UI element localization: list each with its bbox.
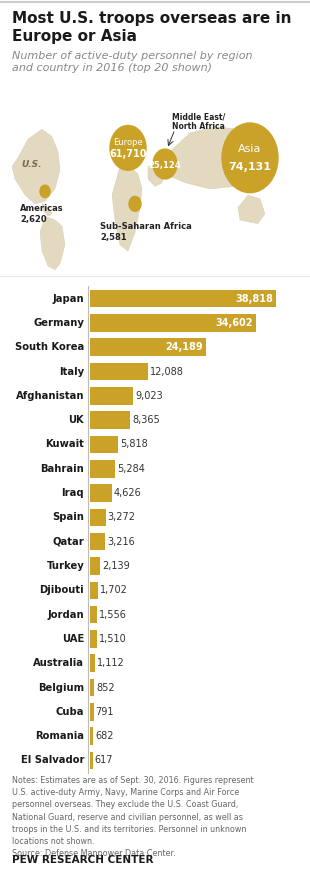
Text: UK: UK <box>69 415 84 425</box>
Bar <box>90 679 94 696</box>
Text: 38,818: 38,818 <box>236 293 274 304</box>
Text: Number of active-duty personnel by region
and country in 2016 (top 20 shown): Number of active-duty personnel by regio… <box>12 51 253 74</box>
Bar <box>90 557 100 575</box>
Text: 24,189: 24,189 <box>166 343 203 352</box>
Text: 852: 852 <box>96 682 114 693</box>
Bar <box>90 290 277 307</box>
Text: Bahrain: Bahrain <box>40 463 84 474</box>
Text: Asia: Asia <box>238 145 262 154</box>
Text: Japan: Japan <box>53 293 84 304</box>
Bar <box>90 727 93 745</box>
Text: 1,510: 1,510 <box>99 634 127 644</box>
Text: Spain: Spain <box>52 512 84 522</box>
Circle shape <box>222 123 278 193</box>
Bar <box>90 630 97 647</box>
Bar <box>90 654 95 672</box>
Text: Iraq: Iraq <box>62 488 84 498</box>
Bar <box>90 363 148 380</box>
Text: 2,139: 2,139 <box>102 561 130 571</box>
Polygon shape <box>238 195 265 223</box>
Polygon shape <box>155 127 260 189</box>
Polygon shape <box>42 204 52 216</box>
Text: Germany: Germany <box>33 318 84 328</box>
Text: 61,710: 61,710 <box>109 149 147 159</box>
Bar <box>90 460 115 477</box>
Bar <box>90 435 118 453</box>
Circle shape <box>153 149 177 179</box>
Text: 34,602: 34,602 <box>216 318 253 328</box>
Text: El Salvador: El Salvador <box>21 755 84 766</box>
Text: Afghanistan: Afghanistan <box>16 391 84 401</box>
Text: 5,818: 5,818 <box>120 440 148 449</box>
Text: 25,124: 25,124 <box>149 161 181 170</box>
Text: Turkey: Turkey <box>46 561 84 571</box>
Bar <box>90 606 97 624</box>
Text: 9,023: 9,023 <box>135 391 163 401</box>
Polygon shape <box>40 216 65 270</box>
Text: Sub-Saharan Africa
2,581: Sub-Saharan Africa 2,581 <box>100 223 192 243</box>
Bar <box>90 484 112 502</box>
Bar <box>90 533 105 550</box>
Text: 682: 682 <box>95 731 113 741</box>
Bar <box>90 387 133 405</box>
Text: 3,216: 3,216 <box>107 537 135 547</box>
Polygon shape <box>148 164 165 187</box>
Text: 12,088: 12,088 <box>150 366 184 377</box>
Circle shape <box>129 196 141 211</box>
Text: South Korea: South Korea <box>15 343 84 352</box>
Text: Most U.S. troops overseas are in
Europe or Asia: Most U.S. troops overseas are in Europe … <box>12 11 292 44</box>
Bar <box>90 338 206 356</box>
Bar <box>90 582 98 599</box>
Bar <box>90 314 256 332</box>
Text: 617: 617 <box>95 755 113 766</box>
Bar <box>90 412 130 429</box>
Text: 8,365: 8,365 <box>132 415 160 425</box>
Polygon shape <box>115 137 145 166</box>
Text: Kuwait: Kuwait <box>45 440 84 449</box>
Polygon shape <box>12 130 60 204</box>
Text: UAE: UAE <box>62 634 84 644</box>
Text: 1,702: 1,702 <box>100 585 128 596</box>
Text: Italy: Italy <box>59 366 84 377</box>
Circle shape <box>110 125 146 170</box>
Text: North Africa: North Africa <box>172 123 225 131</box>
Text: 4,626: 4,626 <box>114 488 142 498</box>
Text: 1,556: 1,556 <box>99 610 127 619</box>
Text: 74,131: 74,131 <box>228 161 272 172</box>
Text: PEW RESEARCH CENTER: PEW RESEARCH CENTER <box>12 856 154 865</box>
Bar <box>90 752 93 769</box>
Text: U.S.: U.S. <box>22 159 42 168</box>
Bar <box>90 509 106 526</box>
Text: Romania: Romania <box>35 731 84 741</box>
Text: 1,112: 1,112 <box>97 658 125 668</box>
Text: Djibouti: Djibouti <box>40 585 84 596</box>
Text: Middle East/: Middle East/ <box>172 112 225 121</box>
Text: Americas
2,620: Americas 2,620 <box>20 204 64 224</box>
Text: Belgium: Belgium <box>38 682 84 693</box>
Text: 5,284: 5,284 <box>117 463 145 474</box>
Text: Australia: Australia <box>33 658 84 668</box>
Text: Jordan: Jordan <box>47 610 84 619</box>
Text: Notes: Estimates are as of Sept. 30, 2016. Figures represent
U.S. active-duty Ar: Notes: Estimates are as of Sept. 30, 201… <box>12 776 254 858</box>
Text: Cuba: Cuba <box>56 707 84 717</box>
Circle shape <box>40 185 50 198</box>
Polygon shape <box>112 166 142 251</box>
Text: 791: 791 <box>95 707 114 717</box>
Text: Qatar: Qatar <box>52 537 84 547</box>
Text: Europe: Europe <box>113 138 143 147</box>
Bar <box>90 703 94 721</box>
Text: 3,272: 3,272 <box>108 512 135 522</box>
